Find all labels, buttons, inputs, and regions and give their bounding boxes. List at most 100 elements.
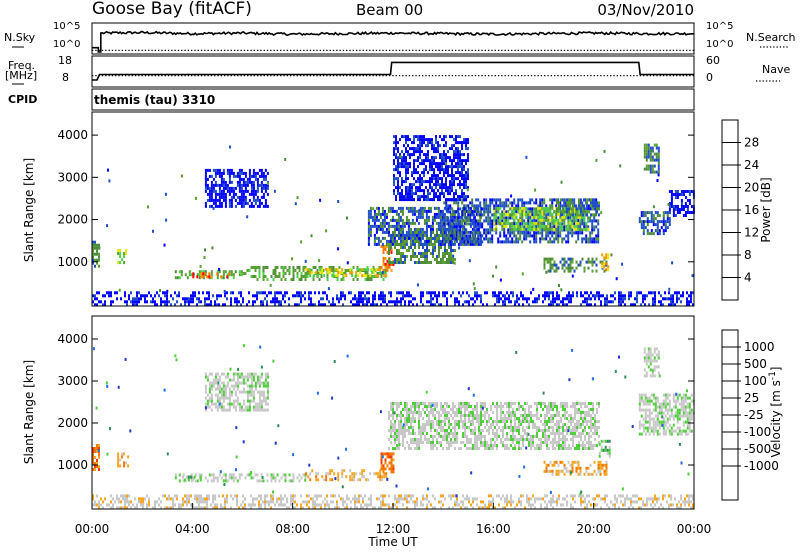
range-cell: [571, 266, 574, 270]
range-cell: [526, 402, 528, 405]
range-cell: [496, 414, 498, 417]
range-cell: [258, 266, 261, 269]
range-cell: [636, 300, 638, 304]
range-cell: [445, 189, 447, 193]
range-cell: [206, 186, 209, 190]
range-cell: [385, 212, 388, 216]
range-cell: [236, 174, 239, 178]
range-cell: [549, 204, 552, 208]
range-cell: [519, 218, 522, 222]
range-cell: [443, 234, 446, 238]
range-cell: [567, 227, 570, 231]
range-cell: [267, 182, 269, 186]
range-cell: [298, 278, 301, 281]
range-cell: [300, 272, 303, 275]
range-cell: [388, 261, 390, 264]
range-cell: [206, 303, 208, 307]
range-cell: [500, 411, 502, 414]
range-cell: [411, 198, 413, 202]
range-cell: [416, 303, 418, 307]
range-cell: [412, 438, 414, 441]
range-cell: [450, 441, 452, 444]
range-cell: [537, 213, 540, 217]
range-cell: [465, 147, 467, 151]
range-cell: [266, 303, 268, 307]
range-cell: [148, 291, 150, 295]
range-cell: [380, 461, 383, 465]
range-cell: [606, 300, 608, 304]
range-cell: [294, 202, 297, 206]
range-cell: [465, 174, 467, 178]
range-cell: [412, 402, 414, 405]
range-cell: [248, 168, 251, 172]
range-cell: [453, 215, 456, 219]
range-cell: [494, 420, 496, 423]
range-cell: [461, 240, 464, 244]
range-cell: [406, 414, 408, 417]
range-cell: [396, 435, 398, 438]
range-cell: [511, 237, 514, 241]
range-cell: [526, 414, 528, 417]
range-cell: [390, 435, 392, 438]
range-cell: [467, 186, 469, 190]
range-cell: [485, 201, 488, 205]
nsearch-right-label: N.Search: [746, 31, 796, 44]
range-cell: [256, 180, 259, 184]
range-cell: [402, 426, 404, 429]
range-cell: [664, 211, 667, 215]
range-cell: [634, 297, 636, 301]
range-cell: [590, 213, 592, 217]
range-cell: [244, 186, 247, 190]
range-cell: [556, 297, 558, 301]
range-cell: [480, 438, 482, 441]
range-cell: [388, 300, 390, 304]
range-cell: [405, 221, 408, 225]
range-cell: [596, 207, 598, 211]
range-cell: [96, 303, 98, 307]
range-cell: [688, 202, 691, 205]
range-cell: [399, 206, 402, 210]
range-cell: [210, 300, 212, 304]
range-cell: [646, 223, 649, 227]
range-cell: [401, 230, 404, 234]
range-cell: [435, 138, 437, 142]
range-cell: [654, 211, 657, 215]
range-cell: [464, 300, 466, 304]
range-cell: [410, 405, 412, 408]
date-title: 03/Nov/2010: [597, 1, 694, 19]
range-cell: [441, 153, 443, 157]
range-cell: [246, 180, 249, 184]
range-cell: [670, 205, 673, 208]
range-cell: [583, 227, 586, 231]
range-cell: [466, 291, 468, 295]
range-cell: [329, 478, 332, 482]
range-cell: [489, 240, 492, 244]
range-cell: [520, 438, 522, 441]
range-cell: [375, 236, 378, 240]
range-cell: [397, 156, 399, 160]
range-cell: [473, 287, 476, 291]
range-cell: [438, 414, 440, 417]
range-cell: [511, 240, 514, 244]
range-cell: [479, 231, 482, 235]
range-cell: [426, 432, 428, 435]
range-cell: [409, 186, 411, 190]
range-cell: [531, 215, 534, 219]
range-cell: [391, 209, 394, 213]
range-cell: [592, 213, 594, 217]
range-cell: [441, 192, 443, 196]
range-cell: [424, 423, 426, 426]
range-cell: [539, 237, 542, 241]
range-cell: [218, 189, 221, 193]
range-cell: [426, 408, 428, 411]
range-cell: [384, 272, 387, 275]
range-cell: [288, 303, 290, 307]
range-cell: [433, 192, 435, 196]
range-cell: [533, 215, 536, 219]
range-cell: [566, 213, 568, 217]
range-cell: [102, 303, 104, 307]
range-cell: [460, 417, 462, 420]
range-cell: [487, 231, 490, 235]
range-cell: [312, 278, 315, 281]
range-cell: [296, 294, 298, 298]
